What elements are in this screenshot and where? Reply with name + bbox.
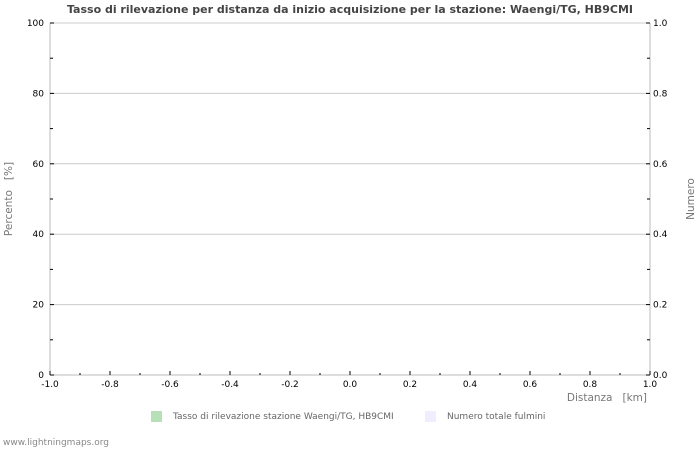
y2-tick-label: 0.8 (653, 89, 668, 99)
y-tick-label: 80 (33, 89, 45, 99)
y-tick-label: 0 (38, 371, 44, 381)
y2-tick-label: 0.6 (653, 160, 668, 170)
y2-tick-label: 0.2 (653, 301, 667, 311)
legend-label: Numero totale fulmini (447, 411, 546, 422)
x-axis-ticks: -1.0 -0.8 -0.6 -0.4 -0.2 0.0 0.2 0.4 0.6 0.8 1.0 (41, 371, 657, 390)
y2-tick-label: 1.0 (653, 19, 668, 29)
x-tick-label: 0.0 (343, 380, 358, 390)
legend-swatch-green (151, 411, 162, 422)
y2-tick-label: 0.4 (653, 230, 668, 240)
y2-axis-title: Numero (685, 178, 697, 220)
x-tick-label: -0.4 (221, 380, 239, 390)
legend-item-total-lightning: Numero totale fulmini (425, 411, 545, 422)
x-tick-label: 0.8 (583, 380, 598, 390)
x-axis-title: Distanza [km] (567, 392, 647, 404)
legend-swatch-lavender (425, 411, 436, 422)
y-tick-label: 20 (33, 301, 45, 311)
x-tick-label: -0.6 (161, 380, 179, 390)
x-tick-label: 0.4 (463, 380, 478, 390)
y-axis-right-ticks: 0.0 0.2 0.4 0.6 0.8 1.0 (646, 19, 668, 381)
y-axis-left-ticks: 0 20 40 60 80 100 (27, 19, 54, 381)
legend-item-detection-rate: Tasso di rilevazione stazione Waengi/TG,… (151, 411, 394, 422)
y-tick-label: 100 (27, 19, 44, 29)
grid-lines (50, 22, 650, 306)
x-tick-label: -0.2 (281, 380, 299, 390)
legend-label: Tasso di rilevazione stazione Waengi/TG,… (173, 411, 394, 422)
y-axis-title: Percento [%] (3, 162, 15, 236)
y2-tick-label: 0.0 (653, 371, 668, 381)
x-tick-label: 0.2 (403, 380, 417, 390)
axes (49, 22, 651, 376)
footer-url: www.lightningmaps.org (3, 438, 109, 448)
x-tick-label: 0.6 (523, 380, 538, 390)
x-tick-label: -0.8 (101, 380, 119, 390)
x-tick-label: -1.0 (41, 380, 59, 390)
y-tick-label: 40 (33, 230, 45, 240)
y-tick-label: 60 (33, 160, 45, 170)
chart-title: Tasso di rilevazione per distanza da ini… (66, 3, 634, 16)
x-tick-label: 1.0 (643, 380, 658, 390)
